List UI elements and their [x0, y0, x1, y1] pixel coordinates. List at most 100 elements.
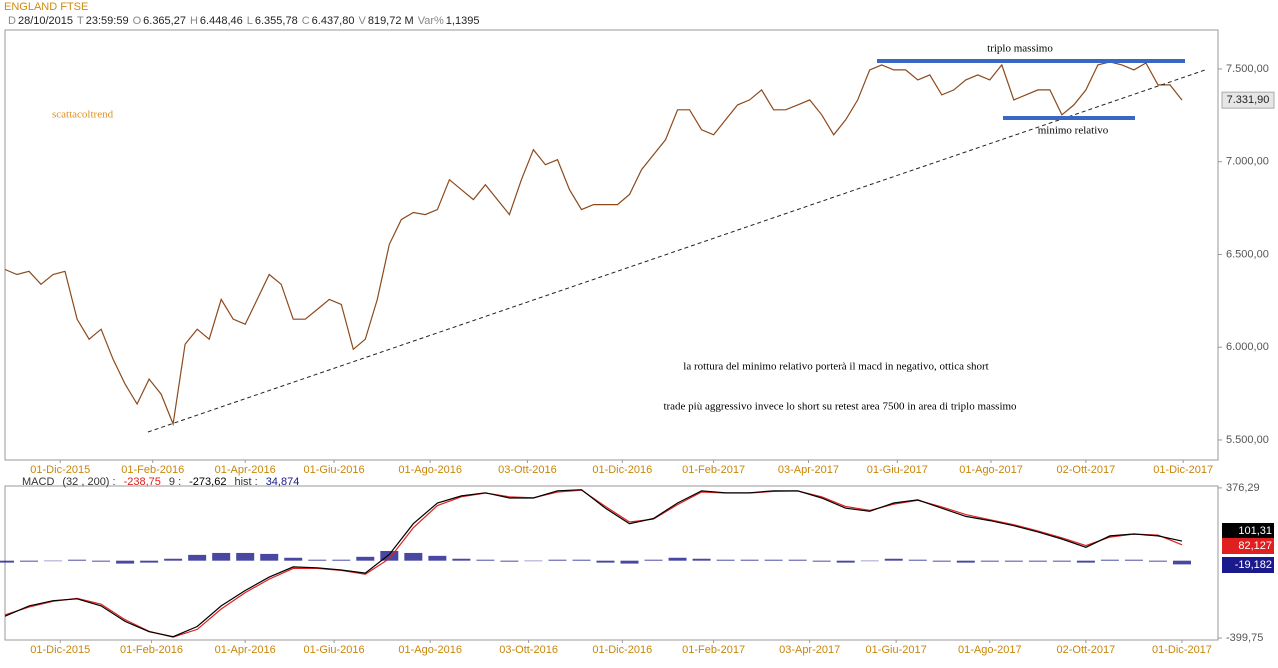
x-tick-label: 01-Dic-2016: [592, 464, 652, 476]
series-line: [4, 61, 1183, 427]
hist-bar: [356, 556, 375, 561]
field-key: Var%: [417, 15, 444, 27]
series-line: [4, 489, 1183, 638]
annotation: minimo relativo: [1038, 125, 1109, 137]
x-tick-label: 01-Ago-2016: [398, 644, 462, 656]
x-tick-label: 03-Ott-2016: [498, 464, 557, 476]
hist-bar: [740, 559, 759, 561]
last-value-label: 82,127: [1238, 540, 1272, 552]
last-value-label: -19,182: [1235, 559, 1272, 571]
last-price-label: 7.331,90: [1227, 94, 1270, 106]
x-tick-label: 02-Ott-2017: [1057, 644, 1116, 656]
x-tick-label: 01-Feb-2017: [682, 464, 745, 476]
macd-header-field: hist :: [234, 476, 257, 488]
hist-bar: [500, 560, 519, 562]
quote-fields: D 28/10/2015 T 23:59:59 O 6.365,27 H 6.448,46 L 6…: [4, 14, 479, 28]
x-tick-label: 01-Dic-2017: [1153, 464, 1213, 476]
x-tick-label: 01-Ago-2017: [958, 644, 1022, 656]
x-tick-label: 03-Apr-2017: [778, 464, 839, 476]
x-tick-label: 01-Ago-2016: [398, 464, 462, 476]
macd-header-field: MACD: [22, 476, 54, 488]
last-value-box: [1222, 538, 1274, 554]
hist-bar: [908, 559, 927, 561]
header: ENGLAND FTSE D 28/10/2015 T 23:59:59 O 6.365,…: [4, 0, 479, 28]
x-tick-label: 03-Ott-2016: [499, 644, 558, 656]
field-key: V: [358, 15, 366, 27]
x-tick-label: 01-Apr-2016: [215, 464, 276, 476]
y-tick-label: 7.500,00: [1226, 63, 1269, 75]
x-tick-label: 01-Dic-2015: [30, 464, 90, 476]
y-tick-label: 376,29: [1226, 482, 1260, 494]
x-tick-label: 02-Ott-2017: [1057, 464, 1116, 476]
hist-bar: [20, 560, 39, 562]
hist-bar: [980, 560, 999, 562]
hist-bar: [572, 559, 591, 561]
field-value: 1,1395: [445, 15, 480, 27]
hist-bar: [860, 560, 879, 562]
x-tick-label: 01-Ago-2017: [959, 464, 1023, 476]
hist-bar: [452, 558, 471, 561]
last-price-box: [1221, 91, 1275, 109]
hist-bar: [788, 559, 807, 561]
hist-bar: [140, 560, 159, 563]
x-tick-label: 01-Giu-2016: [303, 644, 364, 656]
hist-bar: [92, 560, 111, 562]
field-key: T: [77, 15, 84, 27]
plot-frame: [4, 485, 1219, 641]
hist-bar: [284, 557, 303, 561]
hist-bar: [188, 554, 207, 561]
x-tick-label: 01-Apr-2016: [215, 644, 276, 656]
hist-bar: [548, 559, 567, 561]
trendline: [147, 69, 1206, 433]
hist-bar: [836, 560, 855, 563]
field-value: 6.365,27: [143, 15, 186, 27]
hist-bar: [668, 557, 687, 561]
annotation: trade più aggressivo invece lo short su …: [663, 401, 1017, 413]
field-value: 6.355,78: [254, 15, 298, 27]
hist-bar: [1148, 560, 1167, 562]
hist-bar: [596, 560, 615, 563]
macd-header-field: 9 :: [169, 476, 181, 488]
hist-bar: [764, 559, 783, 561]
last-value-box: [1222, 523, 1274, 539]
macd-header-field: -273,62: [189, 476, 226, 488]
field-key: O: [132, 15, 142, 27]
hist-bar: [332, 559, 351, 561]
field-key: D: [8, 15, 16, 27]
macd-header-field: 34,874: [266, 476, 300, 488]
annotation: triplo massimo: [987, 43, 1053, 55]
hist-bar: [0, 560, 14, 563]
hist-bar: [812, 560, 831, 562]
hist-bar: [620, 560, 639, 564]
hist-bar: [404, 552, 423, 561]
x-tick-label: 01-Giu-2017: [867, 464, 928, 476]
field-value: 23:59:59: [85, 15, 129, 27]
macd-header-field: -238,75: [124, 476, 161, 488]
hist-bar: [716, 559, 735, 561]
hist-bar: [692, 558, 711, 561]
hist-bar: [476, 559, 495, 561]
y-tick-label: 5.500,00: [1226, 434, 1269, 446]
hist-bar: [236, 552, 255, 561]
x-tick-label: 01-Feb-2017: [682, 644, 745, 656]
hist-bar: [1004, 560, 1023, 562]
instrument-title: ENGLAND FTSE: [4, 1, 89, 13]
x-tick-label: 01-Giu-2016: [303, 464, 364, 476]
hist-bar: [1076, 560, 1095, 563]
macd-header-field: (32 , 200) :: [62, 476, 115, 488]
x-tick-label: 01-Dic-2017: [1152, 644, 1212, 656]
hist-bar: [380, 551, 399, 561]
hist-bar: [164, 558, 183, 561]
field-key: L: [246, 15, 253, 27]
hist-bar: [428, 555, 447, 561]
y-tick-label: -399,75: [1226, 632, 1263, 644]
hist-bar: [1028, 560, 1047, 562]
hist-bar: [212, 552, 231, 561]
hist-bar: [308, 559, 327, 561]
hist-bar: [1052, 560, 1071, 562]
x-tick-label: 01-Dic-2016: [592, 644, 652, 656]
hist-bar: [884, 558, 903, 561]
hist-bar: [1172, 560, 1191, 565]
annotation: la rottura del minimo relativo porterà i…: [683, 361, 988, 373]
